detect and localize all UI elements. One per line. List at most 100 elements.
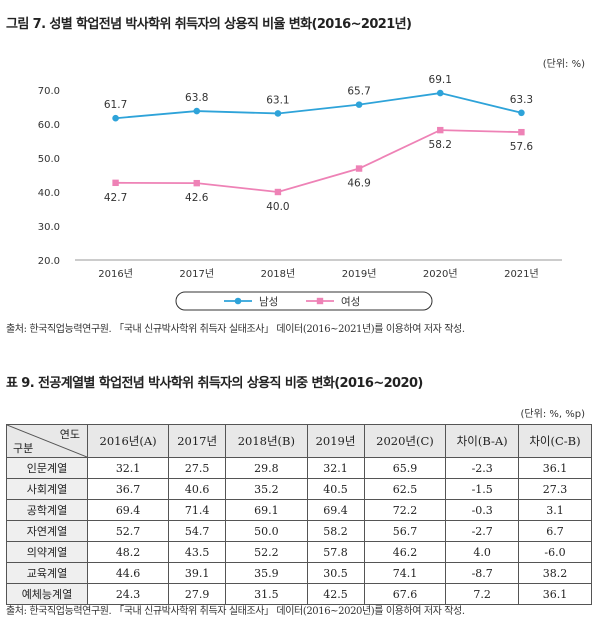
table-cell: 4.0 [445, 541, 519, 563]
table-cell: 52.2 [225, 541, 308, 563]
row-label: 교육계열 [6, 562, 88, 584]
table-header-row: 연도 구분 2016년(A) 2017년 2018년(B) 2019년 2020… [6, 424, 593, 458]
col-header: 2019년 [306, 424, 365, 458]
data-point [355, 101, 363, 108]
data-point [518, 128, 525, 136]
table-cell: 71.4 [168, 499, 227, 521]
table-cell: 69.4 [306, 499, 365, 521]
table-cell: 72.2 [363, 499, 447, 521]
figure-title: 그림 7. 성별 학업전념 박사학위 취득자의 상용직 비율 변화(2016~2… [6, 17, 412, 32]
data-label: 63.3 [510, 94, 533, 106]
legend-label: 여성 [341, 296, 360, 308]
chart-series [112, 89, 525, 196]
table-cell: 57.8 [306, 541, 365, 563]
col-header: 2016년(A) [86, 424, 170, 458]
y-tick-label: 20.0 [38, 256, 60, 267]
table-row: 인문계열 32.1 27.5 29.8 32.1 65.9 -2.3 36.1 [6, 457, 593, 479]
col-header: 2017년 [168, 424, 227, 458]
chart-legend: 남성 여성 [175, 291, 433, 311]
legend-box [175, 291, 433, 311]
data-point [437, 126, 444, 134]
table-cell: -1.5 [445, 478, 519, 500]
data-label: 65.7 [347, 86, 370, 98]
data-point [193, 179, 200, 187]
row-label: 예체능계열 [6, 583, 88, 605]
table-cell: 38.2 [517, 562, 593, 584]
table-cell: 39.1 [168, 562, 227, 584]
corner-header: 연도 구분 [6, 424, 88, 458]
table-unit: (단위: %, %p) [520, 409, 585, 420]
data-label: 58.2 [429, 139, 452, 151]
table-cell: 27.9 [168, 583, 227, 605]
row-label: 사회계열 [6, 478, 88, 500]
y-tick-label: 40.0 [38, 188, 60, 199]
data-label: 69.1 [429, 74, 452, 86]
data-point [518, 109, 525, 117]
table-cell: 56.7 [363, 520, 447, 542]
legend-marker [234, 297, 242, 305]
table-cell: 30.5 [306, 562, 365, 584]
x-tick-label: 2017년 [179, 268, 214, 280]
x-tick-label: 2016년 [98, 268, 133, 280]
data-point [112, 179, 119, 187]
table-cell: 36.1 [517, 457, 593, 479]
table-cell: 67.6 [363, 583, 447, 605]
col-header: 차이(C-B) [517, 424, 593, 458]
legend-marker [316, 297, 324, 305]
series-line [115, 129, 522, 193]
col-header: 차이(B-A) [445, 424, 519, 458]
data-point [112, 114, 119, 122]
table-cell: 35.9 [225, 562, 308, 584]
table-cell: 7.2 [445, 583, 519, 605]
data-point [274, 188, 282, 196]
corner-bottom-label: 구분 [13, 442, 34, 455]
table-cell: 35.2 [225, 478, 308, 500]
table-cell: 50.0 [225, 520, 308, 542]
table-cell: -2.7 [445, 520, 519, 542]
data-point [274, 110, 282, 117]
col-header: 2020년(C) [363, 424, 447, 458]
table-cell: 32.1 [86, 457, 170, 479]
table-row: 교육계열 44.6 39.1 35.9 30.5 74.1 -8.7 38.2 [6, 562, 593, 584]
table-cell: 31.5 [225, 583, 308, 605]
table-cell: 27.3 [517, 478, 593, 500]
y-tick-label: 50.0 [38, 154, 60, 165]
x-tick-label: 2021년 [504, 268, 539, 280]
table-cell: 36.7 [86, 478, 170, 500]
table-cell: 62.5 [363, 478, 447, 500]
table-cell: 6.7 [517, 520, 593, 542]
table-title: 표 9. 전공계열별 학업전념 박사학위 취득자의 상용직 비중 변화(2016… [6, 376, 423, 391]
x-tick-label: 2018년 [261, 268, 296, 280]
table-cell: 40.5 [306, 478, 365, 500]
legend-label: 남성 [259, 296, 278, 308]
data-label: 63.8 [185, 92, 208, 104]
table-cell: 58.2 [306, 520, 365, 542]
row-label: 의약계열 [6, 541, 88, 563]
row-label: 인문계열 [6, 457, 88, 479]
table-cell: 43.5 [168, 541, 227, 563]
table-row: 공학계열 69.4 71.4 69.1 69.4 72.2 -0.3 3.1 [6, 499, 593, 521]
corner-top-label: 연도 [59, 428, 80, 441]
data-point [193, 107, 201, 115]
table-cell: 74.1 [363, 562, 447, 584]
data-label: 57.6 [510, 141, 534, 153]
data-label: 40.0 [266, 201, 289, 213]
table-cell: 42.5 [306, 583, 365, 605]
data-label: 46.9 [347, 178, 370, 190]
table-row: 사회계열 36.7 40.6 35.2 40.5 62.5 -1.5 27.3 [6, 478, 593, 500]
table-cell: 69.4 [86, 499, 170, 521]
table-cell: 69.1 [225, 499, 308, 521]
table-cell: 29.8 [225, 457, 308, 479]
table-cell: -2.3 [445, 457, 519, 479]
chart-data-labels: 61.7 63.8 63.1 65.7 69.1 63.3 42.7 42.6 40.0 46.9… [104, 74, 534, 213]
table-cell: 36.1 [517, 583, 593, 605]
table-cell: 52.7 [86, 520, 170, 542]
y-tick-label: 70.0 [38, 86, 60, 97]
chart-axes: 20.0 30.0 40.0 50.0 60.0 70.0 2016년 2017년 2018년 2… [38, 86, 562, 280]
y-tick-label: 30.0 [38, 222, 60, 233]
x-tick-label: 2019년 [342, 268, 377, 280]
table-cell: 54.7 [168, 520, 227, 542]
line-chart: 20.0 30.0 40.0 50.0 60.0 70.0 2016년 2017년 2018년 2… [38, 74, 562, 311]
x-tick-label: 2020년 [423, 268, 458, 280]
data-label: 61.7 [104, 99, 127, 111]
